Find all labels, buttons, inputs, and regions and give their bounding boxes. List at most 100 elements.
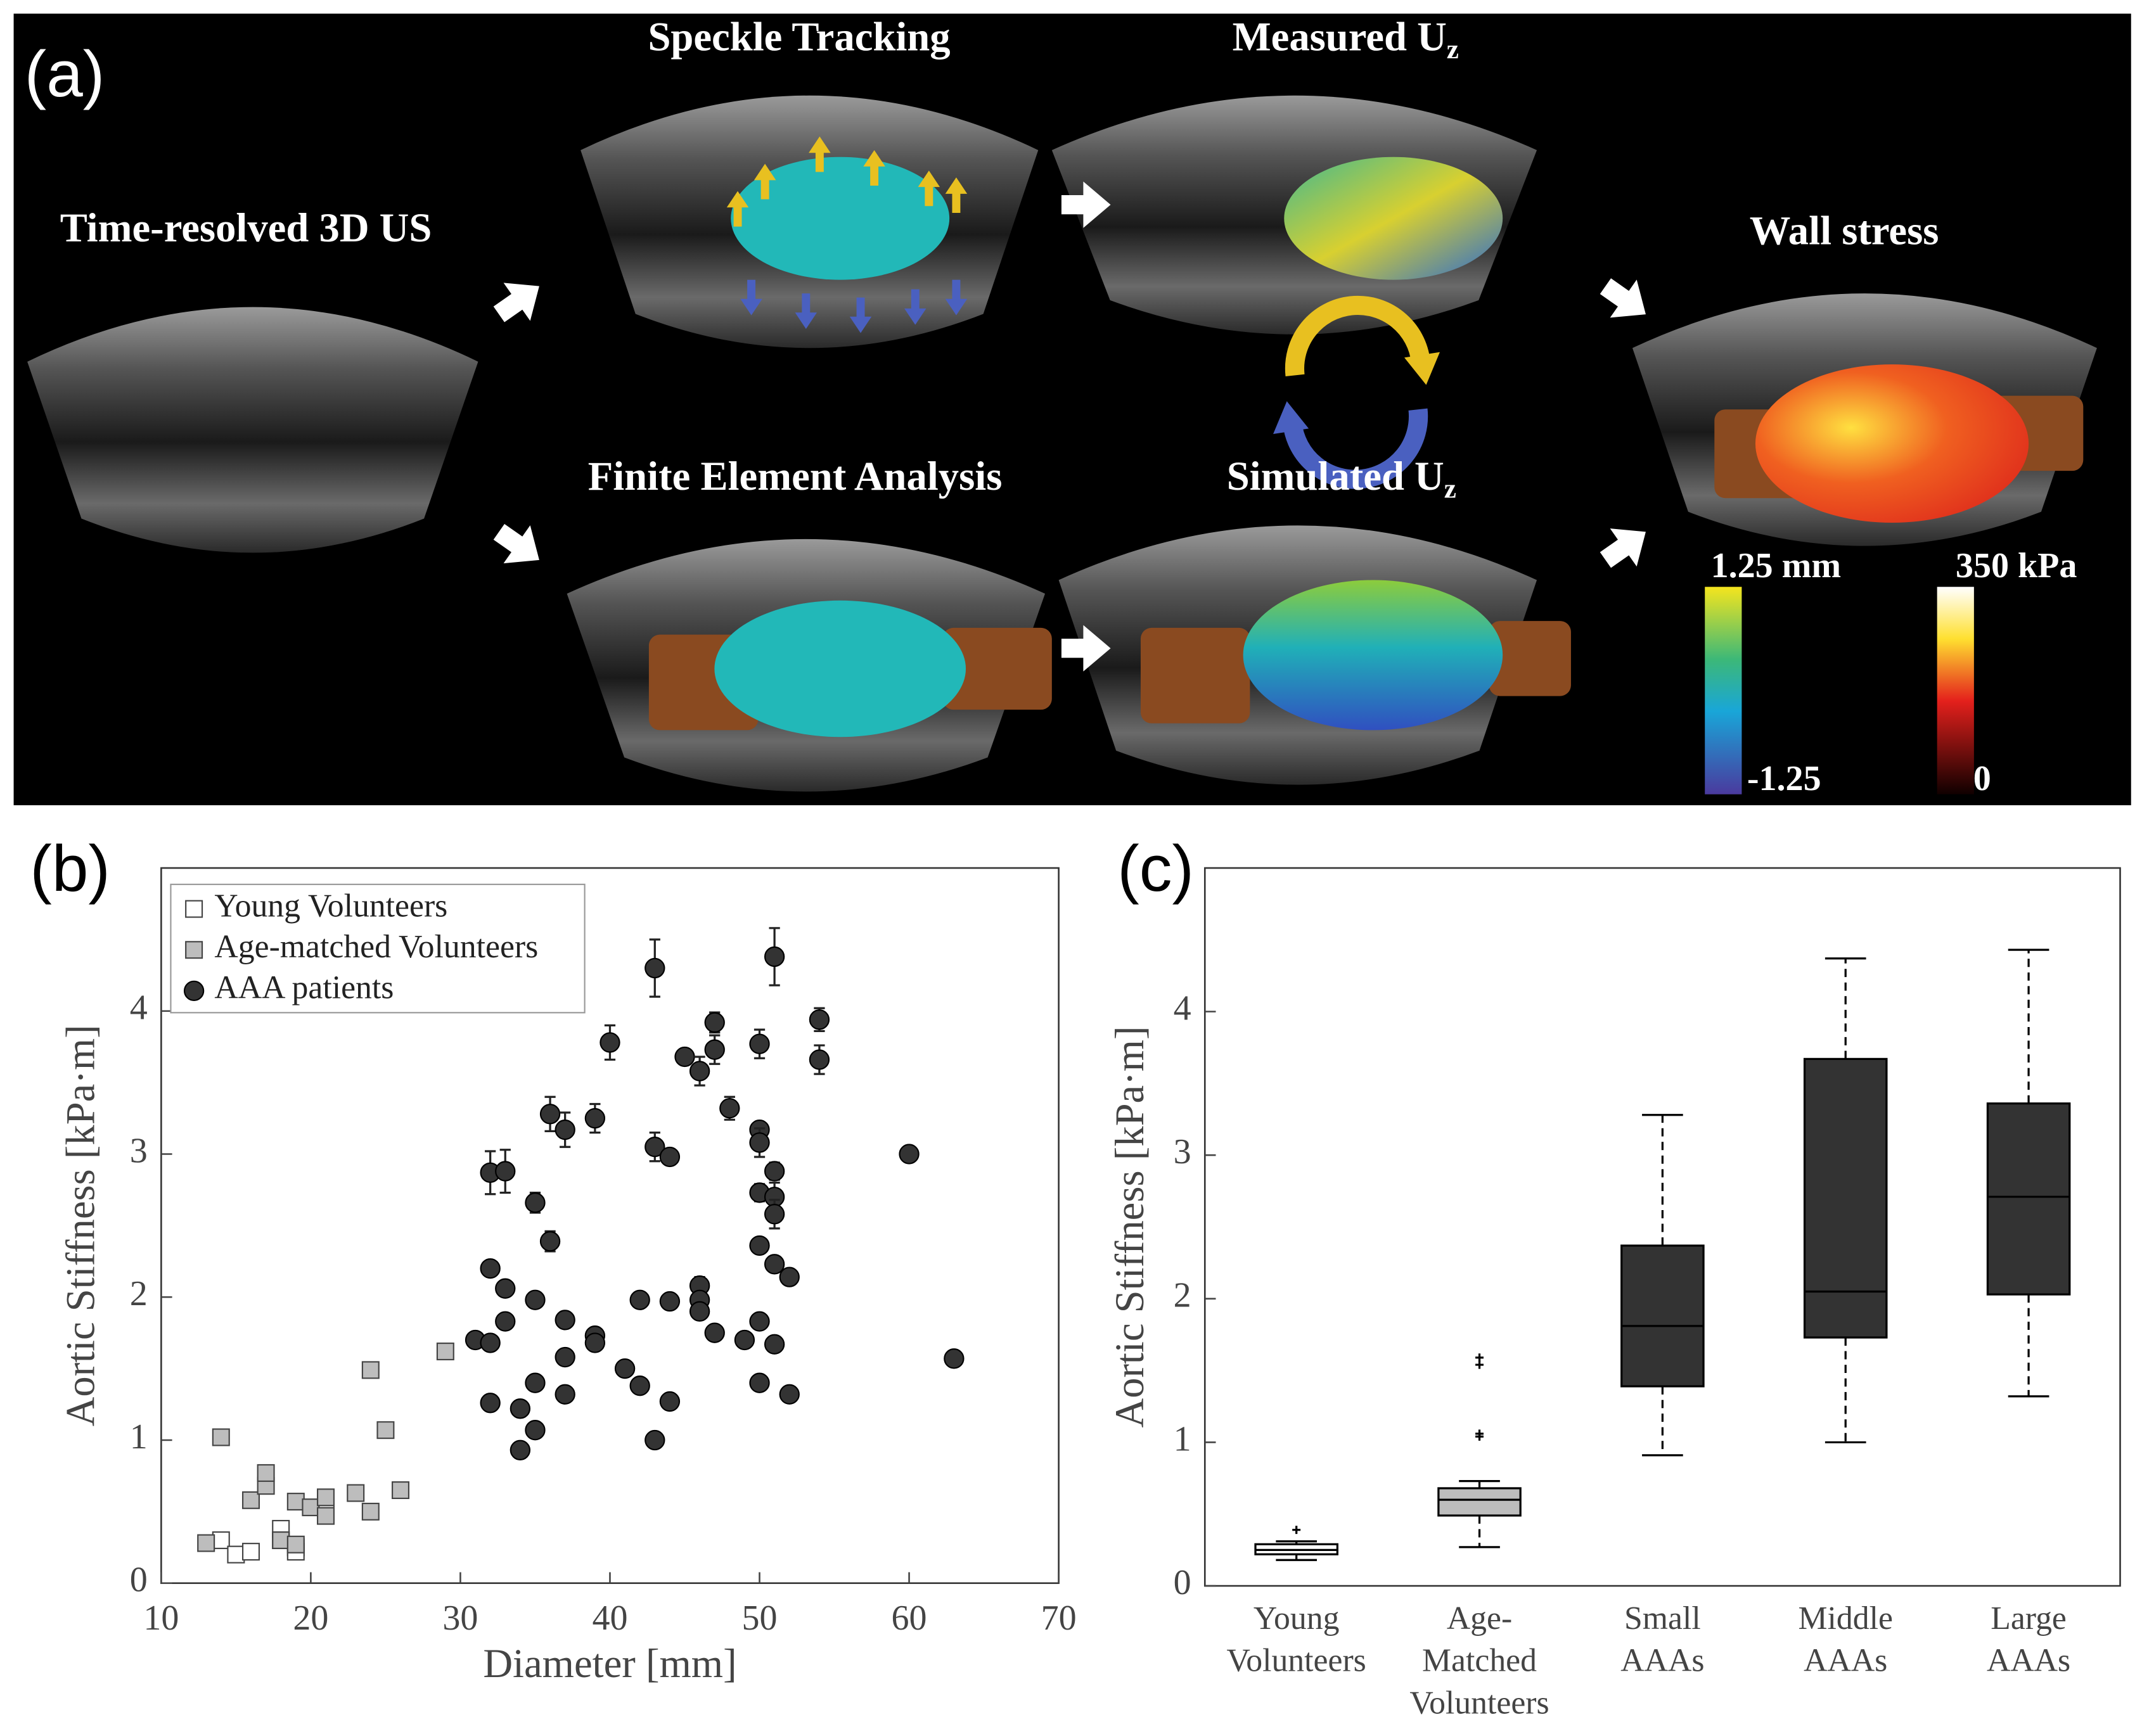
motion-arrow	[740, 279, 762, 316]
motion-arrow	[863, 150, 885, 186]
data-point	[629, 1375, 650, 1396]
data-point	[539, 1231, 561, 1252]
stress-map	[1755, 364, 2029, 523]
data-point	[480, 1332, 501, 1353]
data-point	[629, 1289, 650, 1310]
iteration-arrowhead	[1404, 352, 1440, 385]
data-point	[734, 1329, 755, 1351]
data-point	[764, 1334, 785, 1355]
vessel-segment	[1140, 627, 1250, 724]
data-point	[436, 1343, 454, 1361]
data-point	[316, 1507, 335, 1525]
y-tick-label: 3	[1174, 1132, 1191, 1171]
motion-arrow	[809, 136, 831, 172]
box	[1986, 1102, 2071, 1296]
x-axis-label: Diameter [mm]	[483, 1640, 736, 1686]
flow-arrow	[1061, 181, 1111, 228]
data-point	[749, 1033, 770, 1054]
data-point	[480, 1393, 501, 1414]
data-point	[392, 1481, 410, 1500]
data-point	[584, 1107, 606, 1129]
flow-arrow	[1600, 278, 1646, 318]
data-point	[197, 1534, 215, 1552]
x-tick-label: Small	[1624, 1600, 1701, 1637]
x-tick-label: AAAs	[1620, 1643, 1704, 1679]
panel-label: (a)	[25, 37, 105, 110]
step-title: Finite Element Analysis	[588, 453, 1003, 499]
data-point	[286, 1493, 305, 1511]
iteration-arrow	[1285, 295, 1430, 376]
x-tick-label: AAAs	[1987, 1643, 2070, 1679]
data-point	[689, 1061, 710, 1082]
legend-marker	[183, 980, 205, 1002]
motion-arrow	[795, 293, 818, 329]
ultrasound-image	[27, 307, 478, 553]
data-point	[659, 1146, 681, 1168]
data-point	[212, 1428, 230, 1446]
data-point	[614, 1358, 636, 1379]
legend-label: Age-matched Volunteers	[214, 929, 538, 965]
outlier	[1292, 1526, 1301, 1535]
plot-frame	[1203, 867, 2121, 1587]
data-point	[779, 1267, 800, 1287]
x-tick-label: Large	[1991, 1600, 2067, 1637]
legend-marker	[185, 941, 203, 959]
flow-arrow	[1061, 625, 1111, 672]
iteration-arrowhead	[1273, 401, 1309, 434]
colorbar-label: 1.25 mm	[1711, 546, 1841, 585]
x-tick-label: Age-	[1447, 1600, 1512, 1637]
outlier	[1475, 1360, 1484, 1369]
data-point	[510, 1398, 531, 1419]
data-point	[749, 1372, 770, 1393]
x-tick-label: Volunteers	[1227, 1643, 1366, 1679]
legend-box	[170, 883, 586, 1014]
box	[1620, 1244, 1705, 1388]
data-point	[241, 1491, 260, 1509]
data-point	[257, 1464, 275, 1482]
title-subscript: z	[1447, 35, 1459, 65]
y-tick-label: 2	[1174, 1276, 1191, 1315]
colorbar	[1937, 587, 1974, 795]
data-point	[719, 1098, 740, 1119]
data-point	[495, 1161, 516, 1182]
x-tick-label: Young	[1254, 1600, 1340, 1637]
data-point	[899, 1144, 920, 1165]
data-point	[510, 1439, 531, 1460]
vessel-segment	[1489, 621, 1571, 696]
data-point	[361, 1502, 380, 1521]
data-point	[555, 1346, 575, 1368]
data-point	[480, 1258, 501, 1279]
y-tick-label: 4	[1174, 988, 1191, 1028]
x-tick-label: 30	[442, 1599, 478, 1638]
y-tick-label: 1	[1174, 1419, 1191, 1458]
data-point	[645, 1429, 665, 1451]
data-point	[704, 1039, 725, 1060]
data-point	[764, 946, 785, 967]
panel-label: (c)	[1117, 831, 1194, 905]
data-point	[779, 1384, 800, 1405]
motion-arrow	[904, 289, 927, 325]
y-axis-label: Aortic Stiffness [kPa·m]	[1106, 1026, 1152, 1428]
motion-arrow	[918, 170, 940, 207]
box	[1803, 1057, 1888, 1339]
panel-a	[27, 95, 2097, 792]
y-tick-label: 2	[130, 1274, 148, 1313]
data-point	[584, 1332, 606, 1353]
data-point	[689, 1301, 710, 1322]
legend-marker	[185, 900, 203, 918]
data-point	[555, 1384, 575, 1405]
data-point	[659, 1291, 681, 1312]
data-point	[539, 1104, 561, 1125]
x-tick-label: Matched	[1422, 1643, 1537, 1679]
legend-label: Young Volunteers	[214, 888, 447, 924]
x-tick-label: 70	[1041, 1599, 1077, 1638]
y-axis-label: Aortic Stiffness [kPa·m]	[57, 1024, 103, 1426]
iteration-arrow	[1283, 408, 1428, 489]
y-tick-label: 1	[130, 1417, 148, 1457]
x-tick-label: Middle	[1799, 1600, 1893, 1637]
data-point	[241, 1543, 260, 1561]
x-tick-label: 60	[892, 1599, 927, 1638]
data-point	[525, 1192, 546, 1213]
